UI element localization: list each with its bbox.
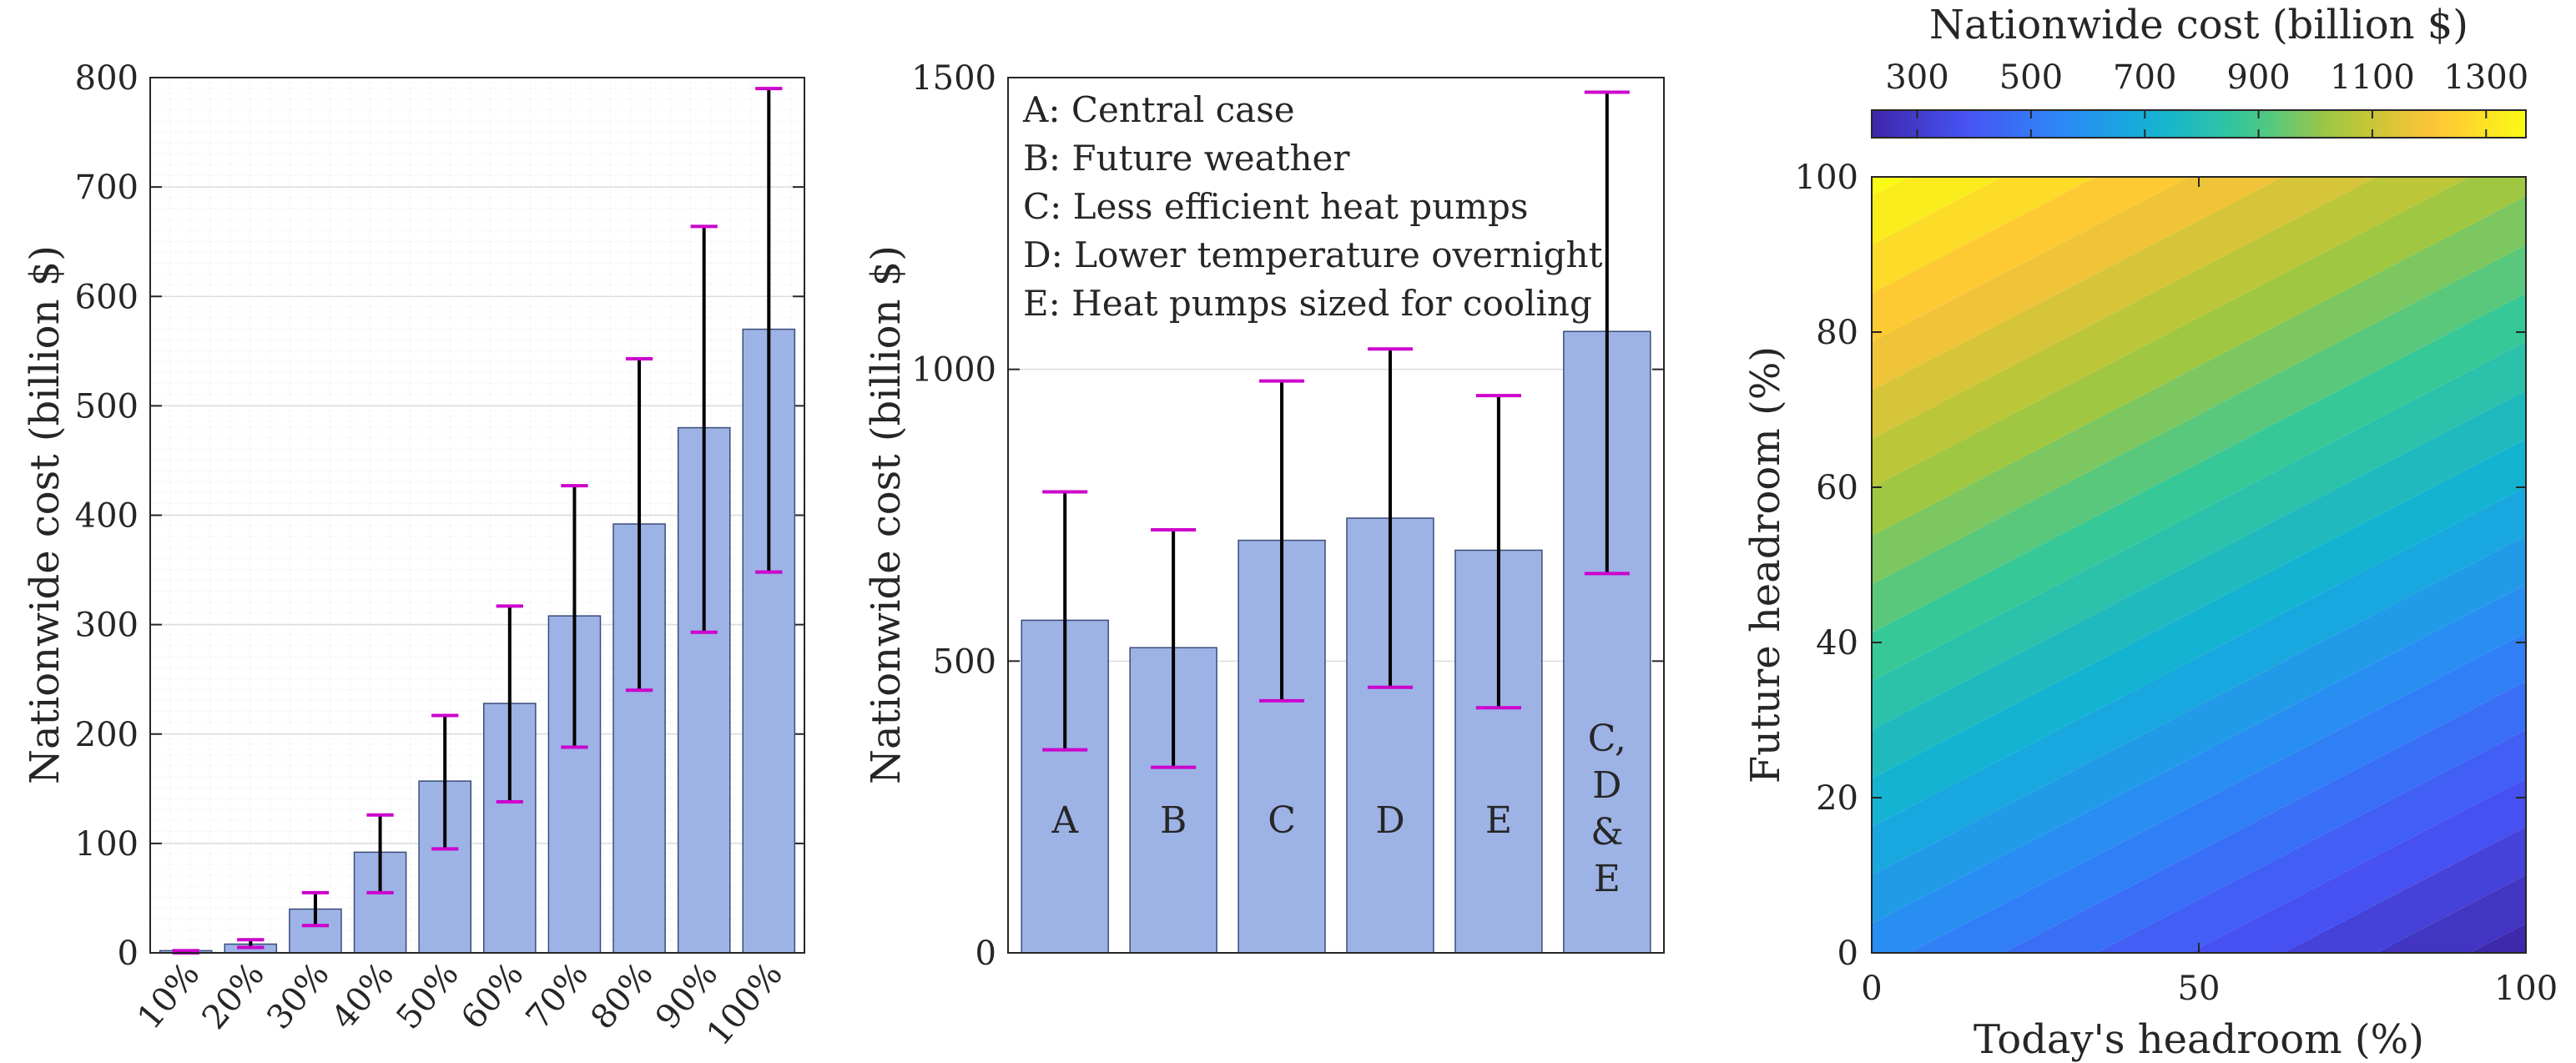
contour-band <box>1872 177 2190 342</box>
contour-band <box>1872 177 2283 390</box>
contour-band <box>2469 924 2526 953</box>
bar-letter-labels: A B C D EC,D&E <box>1051 718 1626 900</box>
y-axis-label: Nationwide cost (billion $) <box>22 245 68 784</box>
y-tick-label: 800 <box>75 59 139 98</box>
bar-letter-label: & <box>1590 811 1623 854</box>
x-tick-label: 70% <box>519 955 596 1037</box>
y-tick-labels: 0 500 1000 1500 <box>911 59 996 973</box>
contour-band <box>1872 177 2377 439</box>
y-tick-label: 400 <box>75 497 139 536</box>
axis-ticks <box>1871 176 2527 954</box>
colorbar-tick-labels: 300 500 700 900 1100 1300 <box>1885 58 2528 97</box>
contour-band <box>1872 196 2526 585</box>
contour-band <box>1872 177 2470 487</box>
colorbar-title: Nationwide cost (billion $) <box>1929 2 2468 48</box>
y-tick-label: 600 <box>75 278 139 316</box>
x-tick-label: 0 <box>1861 970 1882 1008</box>
axes-frame <box>149 77 805 954</box>
x-tick-label: 50% <box>389 955 466 1037</box>
x-tick-labels: 10%20%30%40%50%60%70%80%90%100% <box>130 955 790 1053</box>
bar-letter-label: C <box>1268 799 1296 842</box>
contour-band <box>2095 729 2526 953</box>
contour-band <box>1872 177 2096 294</box>
y-tick-label: 0 <box>975 935 996 973</box>
y-tick-label: 700 <box>75 169 139 207</box>
y-tick-labels: 0 20 40 60 80 100 <box>1795 159 1858 973</box>
y-tick-label: 40 <box>1816 624 1858 662</box>
x-tick-label: 20% <box>195 955 272 1037</box>
colorbar-tick-label: 900 <box>2226 58 2290 97</box>
contour-band <box>2376 875 2526 953</box>
bar-letter-label: E <box>1485 799 1512 842</box>
bar-letter-label: D <box>1592 764 1621 807</box>
y-tick-label: 500 <box>75 387 139 426</box>
legend-entry-e: E: Heat pumps sized for cooling <box>1023 283 1592 324</box>
axes-frame <box>1007 77 1665 954</box>
x-tick-label: 10% <box>130 955 207 1037</box>
contour-band <box>1872 244 2526 633</box>
contour-band <box>1872 438 2526 827</box>
y-tick-label: 500 <box>933 642 996 681</box>
y-tick-label: 0 <box>118 935 139 973</box>
legend-entry-b: B: Future weather <box>1023 138 1350 179</box>
y-tick-label: 0 <box>1837 935 1858 973</box>
colorbar-ticks <box>1916 110 2488 138</box>
colorbar-tick-label: 700 <box>2113 58 2176 97</box>
x-tick-label: 60% <box>454 955 531 1037</box>
colorbar-tick-label: 300 <box>1885 58 1948 97</box>
bar-letter-label: B <box>1160 799 1187 842</box>
contour-band <box>2002 681 2526 953</box>
y-tick-label: 1000 <box>911 351 996 390</box>
x-tick-label: 80% <box>583 955 660 1037</box>
bar-letter-label: A <box>1051 799 1079 842</box>
panel-headroom-contour: Nationwide cost (billion $) 300 500 700 900… <box>1742 2 2558 1063</box>
contour-band <box>1872 177 1909 197</box>
contour-band <box>1872 341 2526 730</box>
y-tick-label: 60 <box>1816 469 1858 507</box>
colorbar-tick-label: 1300 <box>2443 58 2528 97</box>
contour-band <box>1872 487 2526 875</box>
x-tick-label: 30% <box>260 955 336 1037</box>
bars <box>1021 330 1651 954</box>
y-tick-label: 300 <box>75 607 139 645</box>
contour-band <box>1872 177 2003 245</box>
colorbar-tick-label: 500 <box>1999 58 2063 97</box>
y-tick-label: 20 <box>1816 779 1858 818</box>
bar-letter-label: E <box>1594 858 1621 900</box>
error-bars <box>172 87 783 955</box>
contour-band <box>1872 584 2526 953</box>
contour-band <box>1872 293 2526 682</box>
y-axis-label: Future headroom (%) <box>1742 346 1789 783</box>
contour-band <box>1872 177 2526 537</box>
legend: A: Central case B: Future weather C: Les… <box>1022 89 1603 324</box>
y-tick-label: 80 <box>1816 314 1858 352</box>
contour-band <box>1872 536 2526 924</box>
legend-entry-c: C: Less efficient heat pumps <box>1023 186 1528 227</box>
colorbar <box>1871 109 2527 139</box>
x-tick-label: 50 <box>2178 970 2221 1008</box>
contour-bands <box>1872 177 2526 953</box>
bar-letter-label: D <box>1375 799 1404 842</box>
panel-cost-vs-percentage: 0 100 200 300 400 500 600 700 800 10%20%30%40%50… <box>22 59 805 1053</box>
legend-entry-a: A: Central case <box>1022 89 1295 130</box>
colorbar-tick-label: 1100 <box>2330 58 2415 97</box>
x-tick-label: 100 <box>2494 970 2558 1008</box>
y-tick-label: 100 <box>1795 159 1858 197</box>
bar-letter-label: C, <box>1588 718 1626 760</box>
legend-entry-d: D: Lower temperature overnight <box>1023 234 1603 275</box>
y-tick-label: 200 <box>75 716 139 754</box>
y-tick-label: 100 <box>75 825 139 864</box>
x-tick-label: 40% <box>325 955 401 1037</box>
x-axis-label: Today's headroom (%) <box>1974 1016 2424 1063</box>
error-bars <box>1042 90 1630 769</box>
y-tick-labels: 0 100 200 300 400 500 600 700 800 <box>75 59 139 973</box>
y-axis-label: Nationwide cost (billion $) <box>863 245 910 784</box>
contour-band <box>1872 390 2526 778</box>
x-tick-labels: 0 50 100 <box>1861 970 2558 1008</box>
contour-band <box>2282 826 2526 953</box>
y-tick-label: 1500 <box>911 59 996 98</box>
